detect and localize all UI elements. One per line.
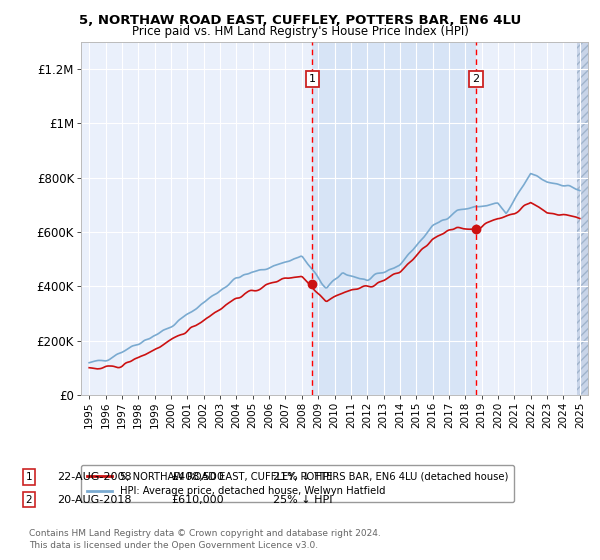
Text: 22-AUG-2008: 22-AUG-2008 <box>57 472 131 482</box>
Text: 25% ↓ HPI: 25% ↓ HPI <box>273 494 332 505</box>
Text: 20-AUG-2018: 20-AUG-2018 <box>57 494 131 505</box>
Text: 21% ↓ HPI: 21% ↓ HPI <box>273 472 332 482</box>
Bar <box>577 42 588 395</box>
Text: 5, NORTHAW ROAD EAST, CUFFLEY, POTTERS BAR, EN6 4LU: 5, NORTHAW ROAD EAST, CUFFLEY, POTTERS B… <box>79 14 521 27</box>
Legend: 5, NORTHAW ROAD EAST, CUFFLEY, POTTERS BAR, EN6 4LU (detached house), HPI: Avera: 5, NORTHAW ROAD EAST, CUFFLEY, POTTERS B… <box>81 465 514 502</box>
Text: 1: 1 <box>25 472 32 482</box>
Text: £610,000: £610,000 <box>171 494 224 505</box>
Text: Contains HM Land Registry data © Crown copyright and database right 2024.
This d: Contains HM Land Registry data © Crown c… <box>29 529 380 550</box>
Text: £408,500: £408,500 <box>171 472 224 482</box>
Text: 1: 1 <box>309 74 316 84</box>
Bar <box>313 42 476 395</box>
Text: 2: 2 <box>472 74 479 84</box>
Text: 2: 2 <box>25 494 32 505</box>
Text: Price paid vs. HM Land Registry's House Price Index (HPI): Price paid vs. HM Land Registry's House … <box>131 25 469 38</box>
